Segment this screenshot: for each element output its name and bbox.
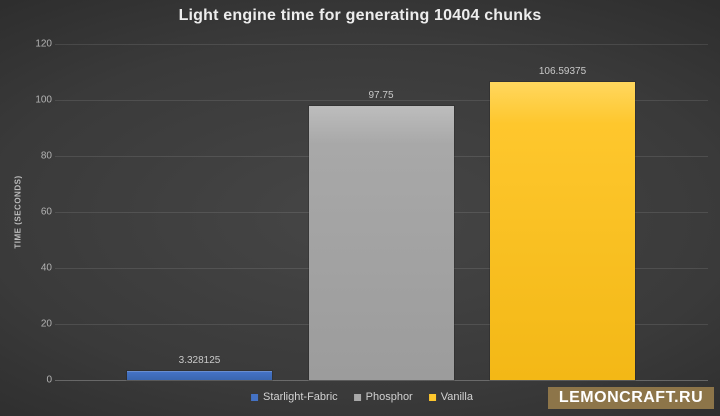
legend-item-vanilla: Vanilla [428, 391, 473, 403]
y-tick-label-0: 0 [46, 374, 52, 386]
legend-swatch-icon [251, 393, 259, 401]
bar-vanilla [490, 81, 635, 380]
y-tick-label-80: 80 [40, 150, 52, 162]
bar-phosphor [308, 106, 454, 380]
y-tick-label-60: 60 [40, 206, 52, 218]
bar-value-label-vanilla: 106.59375 [538, 65, 587, 77]
watermark: LEMONCRAFT.RU [548, 387, 714, 409]
legend: Starlight-Fabric Phosphor Vanilla [251, 391, 473, 403]
legend-label: Phosphor [365, 391, 413, 403]
legend-label: Vanilla [440, 391, 473, 403]
y-gridline-120 [55, 44, 708, 45]
bar-value-label-starlight-fabric: 3.328125 [178, 354, 221, 366]
y-tick-label-120: 120 [35, 38, 52, 50]
legend-item-phosphor: Phosphor [353, 391, 413, 403]
y-tick-label-20: 20 [40, 318, 52, 330]
y-tick-label-40: 40 [40, 262, 52, 274]
legend-item-starlight-fabric: Starlight-Fabric [251, 391, 338, 403]
bar-starlight-fabric [127, 370, 272, 380]
y-gridline-0 [55, 380, 708, 381]
chart-title: Light engine time for generating 10404 c… [178, 7, 542, 24]
legend-swatch-icon [353, 393, 361, 401]
legend-label: Starlight-Fabric [263, 391, 338, 403]
y-gridline-100 [55, 100, 708, 101]
legend-swatch-icon [428, 393, 436, 401]
bar-value-label-phosphor: 97.75 [368, 90, 394, 102]
y-tick-label-100: 100 [35, 94, 52, 106]
